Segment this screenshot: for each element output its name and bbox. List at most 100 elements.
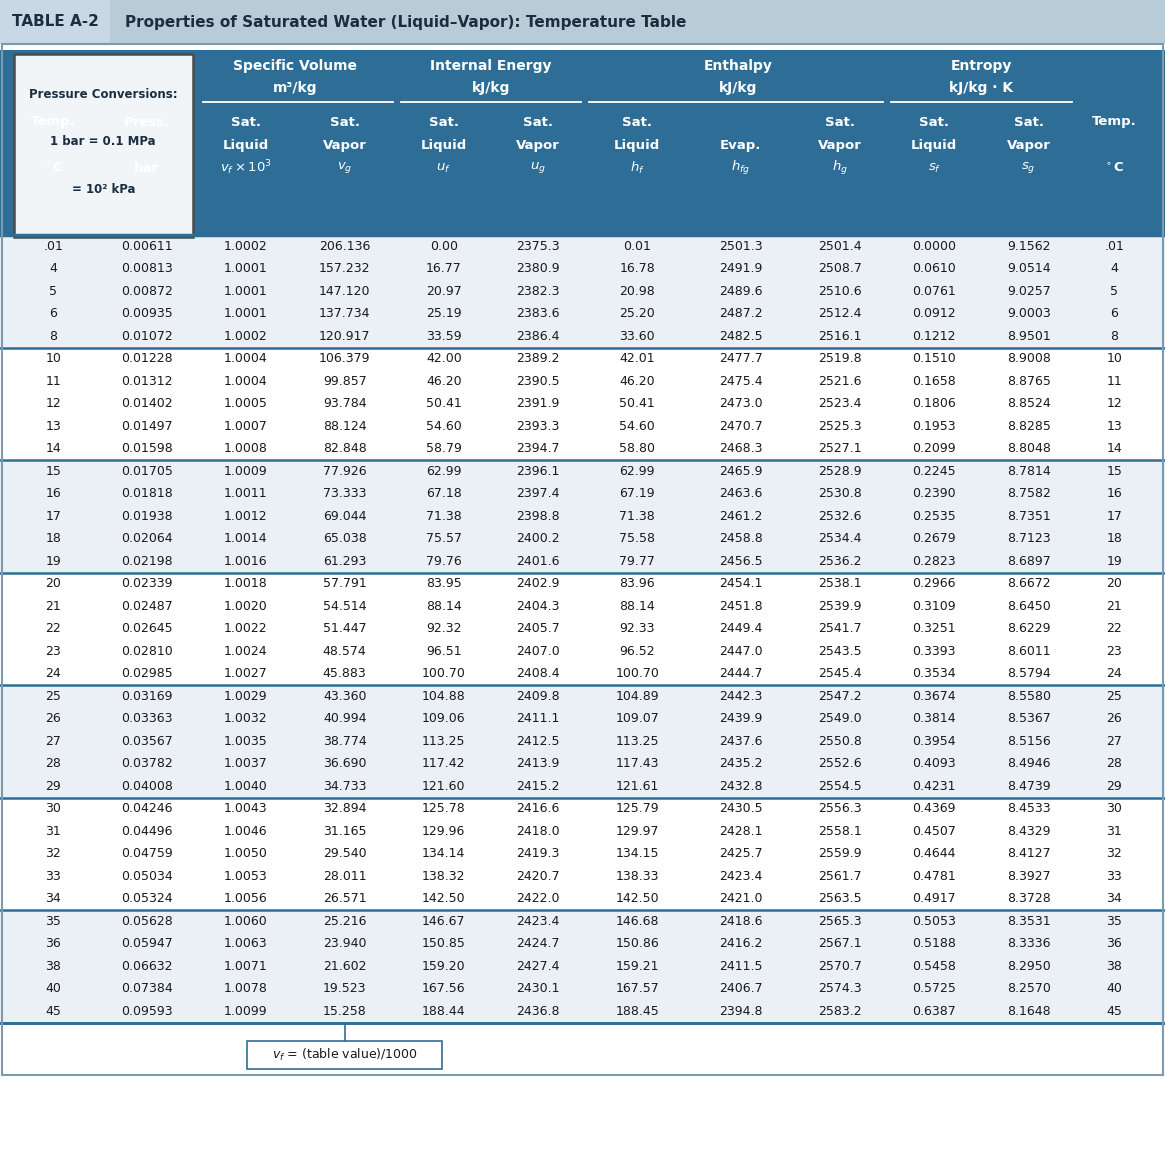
Text: 1.0022: 1.0022 <box>224 622 268 636</box>
Text: 2427.4: 2427.4 <box>516 960 560 973</box>
Bar <box>0 865 1165 887</box>
Text: kJ/kg: kJ/kg <box>472 81 510 95</box>
Text: 1.0027: 1.0027 <box>224 667 268 680</box>
Text: 0.04496: 0.04496 <box>121 824 172 837</box>
Text: 20.97: 20.97 <box>426 285 461 298</box>
Text: 1.0004: 1.0004 <box>224 352 268 365</box>
Text: 2447.0: 2447.0 <box>719 645 763 658</box>
Bar <box>0 257 1165 280</box>
Text: 48.574: 48.574 <box>323 645 367 658</box>
Text: 1.0018: 1.0018 <box>224 577 268 591</box>
Bar <box>0 393 1165 415</box>
Text: 2375.3: 2375.3 <box>516 240 560 252</box>
Text: 82.848: 82.848 <box>323 442 367 455</box>
Text: 0.01818: 0.01818 <box>121 488 172 500</box>
Text: 8.5580: 8.5580 <box>1007 690 1051 703</box>
Text: 159.20: 159.20 <box>422 960 466 973</box>
Text: 0.01: 0.01 <box>623 240 651 252</box>
Text: 54.60: 54.60 <box>620 419 655 433</box>
Text: 2430.5: 2430.5 <box>719 802 763 815</box>
Text: 28: 28 <box>45 757 62 770</box>
Text: 0.0761: 0.0761 <box>912 285 956 298</box>
Text: 8.4329: 8.4329 <box>1007 824 1051 837</box>
Text: 167.57: 167.57 <box>615 982 659 995</box>
Text: 0.07384: 0.07384 <box>121 982 172 995</box>
Text: 58.80: 58.80 <box>619 442 655 455</box>
Text: 26: 26 <box>45 712 62 725</box>
Text: m³/kg: m³/kg <box>273 81 318 95</box>
Text: 0.02985: 0.02985 <box>121 667 172 680</box>
Text: 2489.6: 2489.6 <box>719 285 763 298</box>
Text: 21: 21 <box>1107 600 1122 613</box>
Text: 8.9008: 8.9008 <box>1007 352 1051 365</box>
Bar <box>0 347 1165 371</box>
Text: 17: 17 <box>45 510 62 522</box>
Text: 88.14: 88.14 <box>426 600 461 613</box>
Text: 0.02810: 0.02810 <box>121 645 172 658</box>
Text: 2415.2: 2415.2 <box>516 779 560 793</box>
Text: 8: 8 <box>49 330 57 343</box>
Text: 23.940: 23.940 <box>323 937 367 951</box>
Text: 0.4369: 0.4369 <box>912 802 956 815</box>
Text: 29: 29 <box>1107 779 1122 793</box>
Text: 0.01705: 0.01705 <box>121 464 172 478</box>
Text: 2424.7: 2424.7 <box>516 937 560 951</box>
Text: 25.216: 25.216 <box>323 915 367 928</box>
Text: 38.774: 38.774 <box>323 734 367 748</box>
Text: 2411.5: 2411.5 <box>719 960 763 973</box>
Text: 2407.0: 2407.0 <box>516 645 560 658</box>
Text: 0.01497: 0.01497 <box>121 419 172 433</box>
Bar <box>0 371 1165 393</box>
Text: 2397.4: 2397.4 <box>516 488 560 500</box>
Text: 2543.5: 2543.5 <box>818 645 862 658</box>
Text: 15: 15 <box>45 464 62 478</box>
Text: 1.0005: 1.0005 <box>224 397 268 410</box>
Text: 0.02064: 0.02064 <box>121 533 172 545</box>
Text: 134.14: 134.14 <box>422 848 466 860</box>
Text: $v_f$ = (table value)/1000: $v_f$ = (table value)/1000 <box>271 1047 418 1063</box>
Text: Sat.: Sat. <box>1014 116 1044 129</box>
Text: 31: 31 <box>45 824 62 837</box>
Text: 75.57: 75.57 <box>425 533 461 545</box>
Text: 33: 33 <box>45 870 62 882</box>
Text: 0.03782: 0.03782 <box>121 757 172 770</box>
Text: 12: 12 <box>45 397 62 410</box>
Text: 2401.6: 2401.6 <box>516 555 560 567</box>
Text: 2473.0: 2473.0 <box>719 397 763 410</box>
Text: 2391.9: 2391.9 <box>516 397 560 410</box>
Text: Evap.: Evap. <box>720 139 762 152</box>
Text: 0.01228: 0.01228 <box>121 352 172 365</box>
Text: 96.51: 96.51 <box>426 645 461 658</box>
Text: 8.6672: 8.6672 <box>1007 577 1051 591</box>
Text: 2477.7: 2477.7 <box>719 352 763 365</box>
Text: 16: 16 <box>45 488 62 500</box>
Text: 2394.8: 2394.8 <box>719 1005 763 1018</box>
Text: 22: 22 <box>45 622 62 636</box>
Text: 54.514: 54.514 <box>323 600 367 613</box>
Text: Vapor: Vapor <box>516 139 560 152</box>
Text: 2389.2: 2389.2 <box>516 352 560 365</box>
Text: 109.06: 109.06 <box>422 712 466 725</box>
Text: 4: 4 <box>1110 262 1118 276</box>
Text: 0.00611: 0.00611 <box>121 240 172 252</box>
Text: 2552.6: 2552.6 <box>818 757 862 770</box>
Text: 8.4127: 8.4127 <box>1007 848 1051 860</box>
Text: 2383.6: 2383.6 <box>516 307 560 321</box>
Bar <box>0 438 1165 460</box>
Text: 2516.1: 2516.1 <box>818 330 862 343</box>
Text: 0.2679: 0.2679 <box>912 533 956 545</box>
Text: 8.6011: 8.6011 <box>1007 645 1051 658</box>
Text: 62.99: 62.99 <box>426 464 461 478</box>
Text: 1.0024: 1.0024 <box>224 645 268 658</box>
Text: $h_f$: $h_f$ <box>630 160 644 176</box>
Text: 36: 36 <box>45 937 62 951</box>
Text: 58.79: 58.79 <box>426 442 461 455</box>
Bar <box>0 640 1165 662</box>
Text: 206.136: 206.136 <box>319 240 370 252</box>
Text: Liquid: Liquid <box>223 139 269 152</box>
Text: 45: 45 <box>45 1005 62 1018</box>
Text: 5: 5 <box>1110 285 1118 298</box>
Text: 2523.4: 2523.4 <box>818 397 862 410</box>
Text: 0.3393: 0.3393 <box>912 645 956 658</box>
Text: 2408.4: 2408.4 <box>516 667 560 680</box>
